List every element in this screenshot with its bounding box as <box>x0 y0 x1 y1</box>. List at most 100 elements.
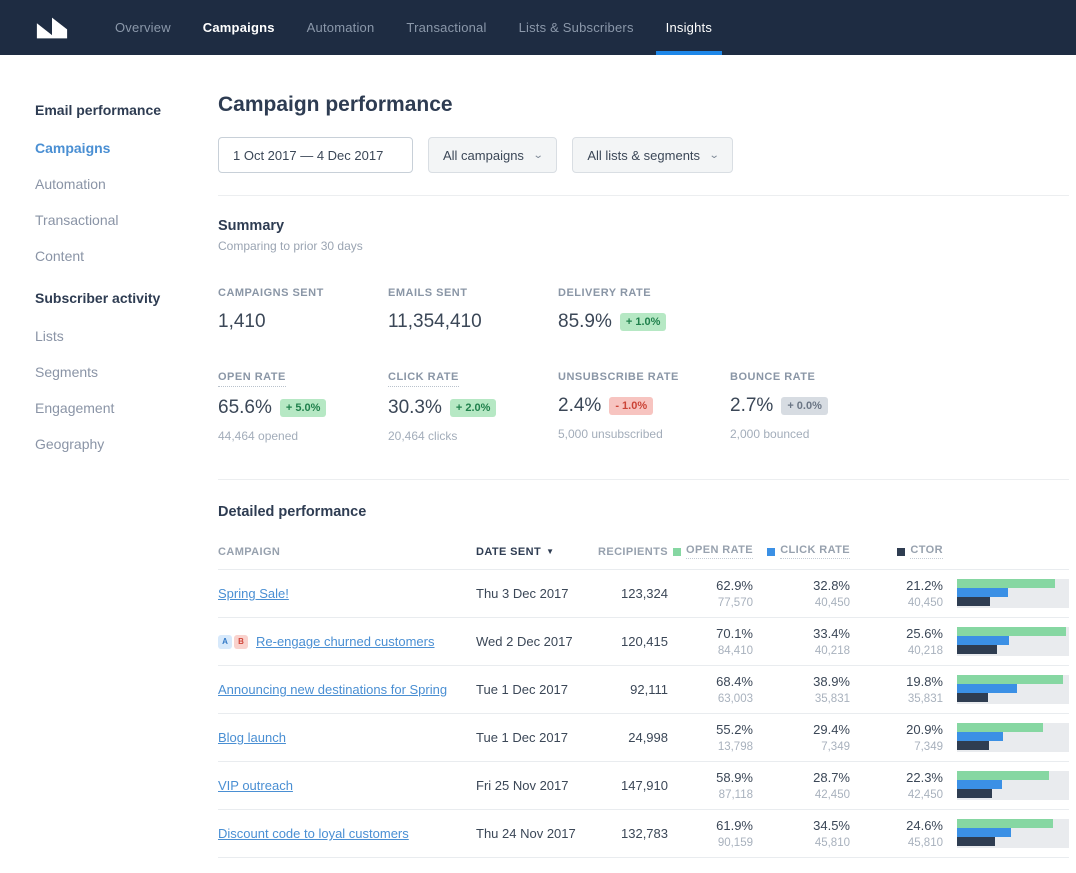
summary-metric: CLICK RATE 30.3% + 2.0% 20,464 clicks <box>388 367 558 443</box>
metric-value-line: 1,410 <box>218 311 388 333</box>
bars-cell <box>943 771 1069 800</box>
nav-item-label: Automation <box>306 20 375 35</box>
column-header-inner: CTOR <box>897 544 943 559</box>
summary-metric: OPEN RATE 65.6% + 5.0% 44,464 opened <box>218 367 388 443</box>
metric-value: 65.6% <box>218 397 272 418</box>
table-row: Blog launch Tue 1 Dec 2017 24,998 55.2% 13,7… <box>218 714 1069 762</box>
ab-badge-b: B <box>234 634 248 649</box>
rate-count: 42,450 <box>907 789 943 801</box>
column-header-recipients[interactable]: RECIPIENTS <box>583 546 668 558</box>
summary-subtitle: Comparing to prior 30 days <box>218 239 363 253</box>
rate-cell: 29.4% 7,349 <box>753 722 850 753</box>
campaign-link[interactable]: VIP outreach <box>218 778 293 793</box>
summary-title: Summary <box>218 218 285 234</box>
campaign-name-cell: Announcing new destinations for Spring <box>218 682 476 697</box>
summary-metric: DELIVERY RATE 85.9% + 1.0% <box>558 283 730 333</box>
column-header-open-rate[interactable]: OPEN RATE <box>668 544 753 559</box>
column-header-ctor[interactable]: CTOR <box>850 544 943 559</box>
column-header-date-sent[interactable]: DATE SENT ▼ <box>476 546 583 558</box>
rate-count: 40,450 <box>907 597 943 609</box>
recipients-cell: 123,324 <box>621 586 668 601</box>
rate-bars-chart <box>957 579 1069 608</box>
date-sent-cell: Tue 1 Dec 2017 <box>476 730 569 745</box>
ctor-rate-bar <box>957 645 997 654</box>
metric-value: 2.4% <box>558 395 602 416</box>
column-header-inner: CAMPAIGN <box>218 546 280 558</box>
rate-value: 62.9% <box>716 578 753 593</box>
rate-value: 28.7% <box>813 770 850 785</box>
lists-filter-dropdown[interactable]: All lists & segments ⌄ <box>572 137 734 173</box>
rate-cell: 55.2% 13,798 <box>668 722 753 753</box>
click-rate-bar <box>957 732 1003 741</box>
table-row: Announcing new destinations for Spring Tu… <box>218 666 1069 714</box>
rate-value: 38.9% <box>813 674 850 689</box>
campaign-link[interactable]: Spring Sale! <box>218 586 289 601</box>
date-sent-cell: Fri 25 Nov 2017 <box>476 778 569 793</box>
column-header-campaign[interactable]: CAMPAIGN <box>218 546 476 558</box>
chevron-down-icon: ⌄ <box>708 149 720 161</box>
summary-metric: BOUNCE RATE 2.7% + 0.0% 2,000 bounced <box>730 367 1069 443</box>
rate-bars-chart <box>957 723 1069 752</box>
rate-count: 40,450 <box>814 597 850 609</box>
sidebar-item-automation[interactable]: Automation <box>35 176 106 192</box>
nav-item-lists-subscribers[interactable]: Lists & Subscribers <box>503 0 650 55</box>
sidebar-group: Subscriber activity Lists Segments Engageme… <box>35 290 218 452</box>
campaign-link[interactable]: Announcing new destinations for Spring <box>218 682 448 697</box>
rate-value: 70.1% <box>716 626 753 641</box>
rate-cell: 19.8% 35,831 <box>850 674 943 705</box>
rate-value: 29.4% <box>813 722 850 737</box>
metric-value-line: 2.4% - 1.0% <box>558 395 730 417</box>
app-logo[interactable] <box>35 0 71 55</box>
campaign-link[interactable]: Blog launch <box>218 730 286 745</box>
rate-count: 90,159 <box>717 837 753 849</box>
nav-item-campaigns[interactable]: Campaigns <box>187 0 291 55</box>
rate-value: 34.5% <box>813 818 850 833</box>
rate-count: 40,218 <box>907 645 943 657</box>
table-row: Spring Sale! Thu 3 Dec 2017 123,324 62.9% 77… <box>218 570 1069 618</box>
sidebar-item-geography[interactable]: Geography <box>35 436 105 452</box>
column-header-label: DATE SENT <box>476 545 542 558</box>
rate-bars-chart <box>957 627 1069 656</box>
metric-label[interactable]: CLICK RATE <box>388 371 459 387</box>
sidebar-item-lists[interactable]: Lists <box>35 328 64 344</box>
campaign-link[interactable]: Re-engage churned customers <box>256 634 435 649</box>
bars-cell <box>943 627 1069 656</box>
column-header-inner: RECIPIENTS <box>598 546 668 558</box>
metric-value-line: 11,354,410 <box>388 311 558 333</box>
column-header-click-rate[interactable]: CLICK RATE <box>753 544 850 559</box>
nav-item-overview[interactable]: Overview <box>99 0 187 55</box>
sidebar-item-engagement[interactable]: Engagement <box>35 400 115 416</box>
metric-subtext: 2,000 bounced <box>730 427 810 441</box>
metric-label: CAMPAIGNS SENT <box>218 287 324 299</box>
campaign-link[interactable]: Discount code to loyal customers <box>218 826 409 841</box>
change-badge-positive: + 5.0% <box>279 399 327 417</box>
date-range-input[interactable]: 1 Oct 2017 — 4 Dec 2017 <box>218 137 413 173</box>
nav-item-transactional[interactable]: Transactional <box>390 0 502 55</box>
rate-count: 7,349 <box>914 741 943 753</box>
divider <box>218 195 1069 196</box>
rate-value: 21.2% <box>906 578 943 593</box>
rate-count: 7,349 <box>821 741 850 753</box>
rate-bars-chart <box>957 771 1069 800</box>
sidebar-item-transactional[interactable]: Transactional <box>35 212 119 228</box>
metric-label[interactable]: OPEN RATE <box>218 371 286 387</box>
rate-value: 20.9% <box>906 722 943 737</box>
detailed-performance-section: Detailed performance CAMPAIGN DATE SENT ▼ R… <box>218 504 1069 858</box>
campaign-monitor-logo-icon <box>36 17 68 38</box>
nav-item-insights[interactable]: Insights <box>650 0 728 55</box>
sidebar-item-segments[interactable]: Segments <box>35 364 99 380</box>
rate-cell: 22.3% 42,450 <box>850 770 943 801</box>
rate-cell: 33.4% 40,218 <box>753 626 850 657</box>
sidebar-item-content[interactable]: Content <box>35 248 85 264</box>
campaign-filter-dropdown[interactable]: All campaigns ⌄ <box>428 137 558 173</box>
rate-count: 35,831 <box>907 693 943 705</box>
nav-item-label: Transactional <box>406 20 487 35</box>
nav-item-automation[interactable]: Automation <box>291 0 391 55</box>
main-content: Campaign performance 1 Oct 2017 — 4 Dec … <box>218 55 1076 858</box>
click-rate-bar <box>957 636 1009 645</box>
sidebar-item-campaigns[interactable]: Campaigns <box>35 140 111 156</box>
click-rate-bar <box>957 588 1009 597</box>
column-header-label: OPEN RATE <box>686 544 753 559</box>
open-rate-bar <box>957 627 1067 636</box>
metric-subtext: 5,000 unsubscribed <box>558 427 663 441</box>
